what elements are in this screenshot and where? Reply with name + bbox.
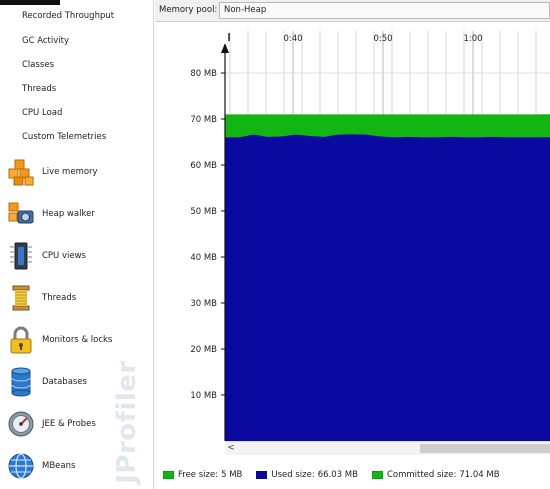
y-tick-label: 80 MB <box>190 69 217 79</box>
scroll-thumb[interactable] <box>420 444 550 453</box>
used-size-area <box>225 134 550 441</box>
y-tick-label: 60 MB <box>190 161 217 171</box>
legend-used-size: Used size 66.03 MB <box>256 470 358 480</box>
y-tick-label: 40 MB <box>190 253 217 263</box>
legend-committed-size: Committed size 71.04 MB <box>371 470 500 480</box>
y-tick-label: 30 MB <box>190 299 217 309</box>
legend-used-size-swatch <box>256 471 268 479</box>
main-panel: Memory pool: Non-Heap 10 MB 20 MB 30 MB 40 … <box>155 0 550 489</box>
legend-committed-size-swatch <box>371 471 383 479</box>
y-tick-label: 50 MB <box>190 207 217 217</box>
y-axis-ticks: 10 MB 20 MB 30 MB 40 MB 50 MB 60 MB 70 MB 80 MB <box>190 69 225 401</box>
nav-threads-label: Threads <box>42 293 77 303</box>
memory-pool-label: Memory pool: <box>159 5 218 15</box>
threads-icon <box>12 285 30 311</box>
nav-heap-walker[interactable]: Heap walker <box>6 197 146 231</box>
y-tick-label: 10 MB <box>190 391 217 401</box>
sidebar-item-recorded-throughput[interactable]: Recorded Throughput <box>22 11 115 21</box>
toolbar: Memory pool: Non-Heap <box>155 0 550 22</box>
nav-cpu-views-label: CPU views <box>42 251 86 261</box>
sidebar-item-gc-activity[interactable]: GC Activity <box>22 36 70 46</box>
y-tick-label: 20 MB <box>190 345 217 355</box>
legend-committed-size-label: Committed size <box>387 470 456 480</box>
nav-databases[interactable]: Databases <box>6 365 146 399</box>
nav-monitors-locks[interactable]: Monitors & locks <box>6 323 146 357</box>
nav-live-memory-label: Live memory <box>42 167 98 177</box>
heap-walker-icon <box>8 202 34 224</box>
chart-legend: Free size 5 MB Used size 66.03 MB Commit… <box>155 461 550 489</box>
y-axis-arrow-icon <box>221 43 229 53</box>
nav-jee-probes-label: JEE & Probes <box>42 419 96 429</box>
nav-heap-walker-label: Heap walker <box>42 209 95 219</box>
mbeans-icon <box>8 453 34 479</box>
jee-probes-icon <box>8 411 34 437</box>
nav-live-memory[interactable]: Live memory <box>6 155 146 189</box>
sidebar-item-cpu-load[interactable]: CPU Load <box>22 108 63 118</box>
legend-used-size-value: 66.03 MB <box>317 470 358 480</box>
nav-cpu-views[interactable]: CPU views <box>6 239 146 273</box>
legend-free-size-swatch <box>163 471 174 479</box>
legend-free-size-value: 5 MB <box>221 470 243 480</box>
y-tick-label: 70 MB <box>190 115 217 125</box>
databases-icon <box>11 367 31 397</box>
jprofiler-watermark: JProfiler <box>112 360 143 484</box>
memory-chart: 10 MB 20 MB 30 MB 40 MB 50 MB 60 MB 70 MB 80 MB… <box>190 31 550 441</box>
legend-used-size-label: Used size <box>271 470 314 480</box>
legend-free-size-label: Free size <box>178 470 218 480</box>
chart-areas <box>225 114 550 441</box>
nav-monitors-locks-label: Monitors & locks <box>42 335 113 345</box>
nav-databases-label: Databases <box>42 377 87 387</box>
legend-committed-size-value: 71.04 MB <box>459 470 500 480</box>
live-memory-icon <box>8 159 34 186</box>
x-tick-label: 0:40 <box>283 34 302 44</box>
x-tick-label: 0:50 <box>373 34 392 44</box>
sidebar-item-custom-telemetries[interactable]: Custom Telemetries <box>22 132 107 142</box>
scroll-left-arrow-icon[interactable]: < <box>227 443 235 453</box>
nav-jee-probes[interactable]: JEE & Probes <box>6 407 146 441</box>
sidebar-top-edge <box>0 0 60 5</box>
nav-mbeans-label: MBeans <box>42 461 76 471</box>
memory-pool-select[interactable]: Non-Heap <box>219 2 550 19</box>
nav-mbeans[interactable]: MBeans <box>6 449 146 483</box>
sidebar-item-classes[interactable]: Classes <box>22 60 55 70</box>
legend-free-size: Free size 5 MB <box>163 470 242 480</box>
cpu-views-icon <box>10 242 32 270</box>
sidebar: Recorded Throughput GC Activity Classes … <box>0 0 154 489</box>
x-tick-label: 1:00 <box>463 34 482 44</box>
sidebar-item-threads[interactable]: Threads <box>22 84 57 94</box>
nav-threads[interactable]: Threads <box>6 281 146 315</box>
horizontal-scrollbar[interactable]: < <box>225 441 550 455</box>
x-axis-ticks: 0:40 0:50 1:00 <box>228 33 483 44</box>
chart-axes <box>221 43 229 441</box>
monitors-locks-icon <box>10 326 32 354</box>
